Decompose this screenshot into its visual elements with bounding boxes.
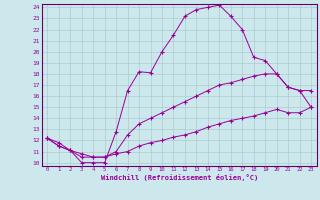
X-axis label: Windchill (Refroidissement éolien,°C): Windchill (Refroidissement éolien,°C)	[100, 174, 258, 181]
